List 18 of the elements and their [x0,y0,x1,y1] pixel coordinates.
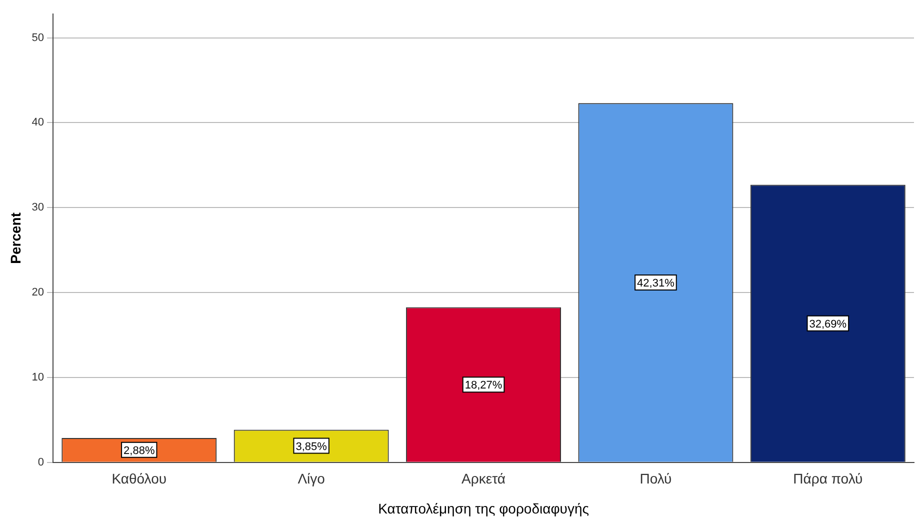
x-axis-title: Καταπολέμηση της φοροδιαφυγής [378,500,590,516]
data-label: 42,31% [637,278,675,290]
y-tick-label: 40 [32,116,44,129]
x-tick-label: Πολύ [640,470,672,487]
x-tick-label: Πάρα πολύ [793,470,863,487]
y-tick-label: 0 [38,456,44,468]
data-label: 3,85% [296,440,328,453]
x-tick-label: Λίγο [298,470,326,487]
x-tick-label: Καθόλου [112,470,167,487]
data-label: 18,27% [464,380,502,392]
data-label: 32,69% [809,318,847,330]
y-tick-label: 20 [32,286,44,299]
x-tick-label: Αρκετά [462,470,506,487]
y-axis-title: Percent [7,212,24,264]
y-tick-label: 50 [32,32,44,44]
y-tick-label: 30 [32,202,44,214]
data-label: 2,88% [124,444,155,457]
y-tick-label: 10 [32,372,44,384]
